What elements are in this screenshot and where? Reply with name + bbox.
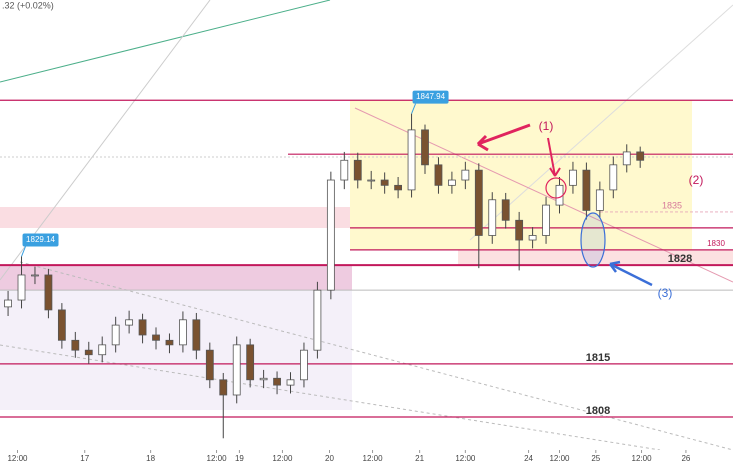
candle-body <box>286 379 295 386</box>
candle-body <box>488 199 497 236</box>
arrow <box>476 123 531 152</box>
highlight-circle <box>545 177 567 199</box>
candle-body <box>595 189 604 211</box>
header-change: .32 (+0.02%) <box>2 0 54 10</box>
x-tick-label: 24 <box>524 454 533 463</box>
level-label: 1830 <box>707 239 725 248</box>
candle-body <box>515 219 524 241</box>
candle-body <box>367 179 376 182</box>
x-tick-label: 12:00 <box>549 454 570 463</box>
candle-body <box>17 274 26 301</box>
level-label: 1815 <box>586 352 610 364</box>
zone-purple <box>0 265 352 290</box>
candle-body <box>340 159 349 181</box>
callout-stem <box>21 246 26 257</box>
annotation: (3) <box>658 286 673 300</box>
candle-body <box>421 129 429 166</box>
candle-body <box>448 179 456 186</box>
arrow <box>609 260 653 287</box>
x-tick-label: 26 <box>681 454 690 463</box>
candle-body <box>219 379 228 396</box>
x-tick-label: 21 <box>415 454 424 463</box>
candle-body <box>582 169 591 211</box>
candle-body <box>394 184 403 191</box>
candle-body <box>152 334 160 341</box>
candle-body <box>609 164 618 191</box>
trend-line <box>469 4 733 241</box>
candle-body <box>622 151 631 166</box>
callout-box <box>412 90 449 104</box>
level-label: 1828 <box>668 253 692 265</box>
candle-body <box>259 377 268 381</box>
candle-body <box>44 274 53 311</box>
candle-body <box>461 169 470 181</box>
annotation: (2) <box>689 173 704 187</box>
level-label: 1808 <box>586 405 610 417</box>
annotation: (1) <box>539 119 554 133</box>
candle-body <box>111 324 120 346</box>
candle-body <box>192 319 201 351</box>
candle-body <box>232 344 241 396</box>
x-tick-label: 17 <box>80 454 89 463</box>
callout-box <box>22 233 59 247</box>
x-tick-label: 12:00 <box>272 454 293 463</box>
candle-body <box>407 129 416 191</box>
candle-body <box>542 204 550 236</box>
candle-body <box>353 159 362 181</box>
candle-body <box>636 151 645 161</box>
trend-line <box>0 0 331 83</box>
x-tick-label: 25 <box>591 454 600 463</box>
level-label: 1835 <box>662 200 682 210</box>
candle-body <box>555 184 564 206</box>
candle-body <box>98 344 107 356</box>
candle-body <box>57 309 66 341</box>
zone-pink <box>0 207 350 228</box>
candle-body <box>313 289 322 351</box>
trend-line <box>354 107 733 283</box>
candle-body <box>501 199 510 221</box>
candle-body <box>528 235 537 241</box>
candle-body <box>474 169 483 236</box>
candle-body <box>138 319 147 336</box>
candle-body <box>84 349 93 356</box>
zone-pink-right <box>458 250 733 265</box>
candle-body <box>31 274 39 277</box>
x-tick-label: 12:00 <box>207 454 228 463</box>
callout-label: 1829.14 <box>26 235 55 244</box>
trend-line <box>0 0 211 281</box>
callout-stem <box>411 103 417 114</box>
highlight-ellipse <box>580 212 606 268</box>
candle-body <box>205 349 214 381</box>
x-tick-label: 12:00 <box>7 454 28 463</box>
candle-body <box>165 339 174 346</box>
x-tick-label: 12:00 <box>455 454 476 463</box>
candle-body <box>273 377 281 386</box>
candle-body <box>71 339 80 351</box>
x-tick-label: 18 <box>146 454 155 463</box>
candle-body <box>380 179 389 186</box>
callout-label: 1847.94 <box>416 92 445 101</box>
x-axis-band <box>0 450 733 465</box>
candle-body <box>246 344 255 381</box>
x-tick-label: 12:00 <box>363 454 384 463</box>
candle-body <box>125 319 134 326</box>
candle-body <box>569 169 577 186</box>
candle-body <box>326 179 335 291</box>
zone-lilac <box>0 290 352 410</box>
x-tick-label: 20 <box>325 454 334 463</box>
candle-body <box>434 164 443 186</box>
candle-body <box>300 349 308 381</box>
candle-body <box>4 299 12 308</box>
arrow <box>547 137 561 177</box>
x-tick-label: 12:00 <box>632 454 653 463</box>
x-tick-label: 19 <box>235 454 244 463</box>
trend-line <box>19 261 733 451</box>
candle-body <box>179 319 187 346</box>
